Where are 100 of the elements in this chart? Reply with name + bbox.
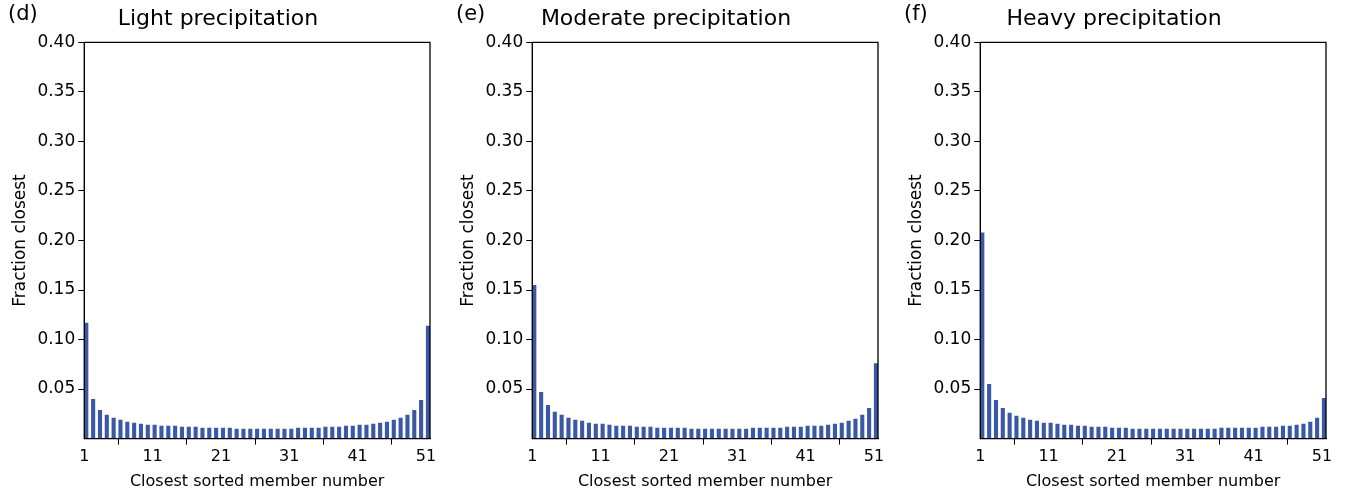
bar bbox=[1007, 412, 1012, 439]
bar bbox=[1315, 417, 1320, 439]
bar bbox=[412, 409, 417, 439]
y-tick-label: 0.15 bbox=[485, 278, 524, 299]
bar bbox=[771, 427, 776, 439]
bar bbox=[545, 404, 551, 439]
bar bbox=[1089, 426, 1094, 439]
y-axis-title: Fraction closest bbox=[904, 173, 925, 307]
bar bbox=[1082, 425, 1087, 439]
bar bbox=[1219, 427, 1224, 439]
x-tick-label: 1 bbox=[975, 446, 986, 466]
bar bbox=[648, 426, 653, 439]
bar bbox=[1294, 424, 1299, 439]
y-tick-label: 0.05 bbox=[37, 377, 76, 398]
x-tick-label: 41 bbox=[795, 446, 816, 466]
y-axis-title: Fraction closest bbox=[8, 173, 29, 307]
y-tick-label: 0.35 bbox=[37, 80, 76, 101]
bar bbox=[987, 384, 992, 439]
x-tick-label: 31 bbox=[279, 446, 300, 466]
bar bbox=[812, 425, 817, 439]
chart-title: Heavy precipitation bbox=[1006, 4, 1222, 30]
bar bbox=[111, 417, 116, 439]
y-tick-label: 0.10 bbox=[37, 327, 76, 348]
bar bbox=[200, 427, 205, 439]
bar bbox=[839, 422, 844, 439]
bar bbox=[1280, 425, 1285, 439]
bar bbox=[398, 417, 403, 439]
bar bbox=[993, 399, 999, 439]
bar bbox=[405, 414, 410, 439]
bar bbox=[193, 426, 198, 439]
bar bbox=[1062, 424, 1067, 439]
bar bbox=[391, 419, 396, 439]
bar bbox=[1260, 426, 1265, 439]
x-tick-label: 21 bbox=[658, 446, 680, 466]
bar bbox=[860, 414, 865, 439]
bar bbox=[132, 422, 137, 439]
chart-title: Light precipitation bbox=[117, 4, 319, 30]
bar bbox=[1041, 422, 1046, 439]
bar bbox=[1103, 426, 1108, 439]
bar bbox=[785, 426, 790, 439]
bar bbox=[1137, 428, 1142, 439]
bar bbox=[853, 418, 858, 439]
text: (d) bbox=[8, 0, 38, 25]
y-tick-label: 0.25 bbox=[933, 179, 972, 200]
x-tick-label: 51 bbox=[863, 446, 885, 466]
x-axis-title: Closest sorted member number bbox=[1025, 470, 1281, 490]
bar bbox=[1000, 407, 1005, 439]
x-tick-label: 11 bbox=[1038, 446, 1059, 466]
bar bbox=[186, 426, 191, 439]
bar bbox=[1034, 420, 1040, 439]
x-tick-label: 1 bbox=[79, 446, 90, 466]
y-tick-label: 0.35 bbox=[485, 80, 524, 101]
bar bbox=[586, 422, 592, 439]
y-tick-label: 0.10 bbox=[933, 327, 972, 348]
text: (f) bbox=[904, 0, 928, 25]
y-tick-label: 0.30 bbox=[37, 129, 76, 150]
bar bbox=[1178, 428, 1183, 439]
bar bbox=[152, 424, 157, 439]
y-tick-label: 0.40 bbox=[485, 30, 524, 51]
y-tick-label: 0.20 bbox=[933, 228, 972, 249]
bar bbox=[1274, 426, 1279, 439]
x-tick-label: 31 bbox=[727, 446, 748, 466]
y-tick-label: 0.35 bbox=[933, 80, 972, 101]
bar bbox=[1287, 425, 1292, 439]
bar bbox=[1075, 425, 1081, 439]
y-tick-label: 0.20 bbox=[37, 228, 76, 249]
bar bbox=[559, 414, 564, 439]
bar bbox=[323, 426, 328, 439]
bar bbox=[364, 424, 369, 439]
bar bbox=[552, 411, 557, 439]
x-tick-label: 21 bbox=[210, 446, 232, 466]
y-tick-label: 0.20 bbox=[485, 228, 524, 249]
bar bbox=[1055, 423, 1060, 439]
y-tick-label: 0.40 bbox=[37, 30, 76, 51]
bar bbox=[371, 423, 376, 439]
bar bbox=[159, 425, 164, 439]
chart-title: Moderate precipitation bbox=[540, 4, 792, 30]
bar bbox=[1301, 423, 1306, 439]
bar bbox=[125, 421, 130, 439]
y-tick-label: 0.30 bbox=[485, 129, 524, 150]
x-tick-label: 1 bbox=[527, 446, 538, 466]
bar bbox=[580, 420, 585, 439]
bar bbox=[539, 392, 544, 439]
bar bbox=[566, 417, 571, 439]
bar bbox=[282, 428, 287, 439]
text: (e) bbox=[456, 0, 486, 25]
x-tick-label: 51 bbox=[415, 446, 437, 466]
bar bbox=[1014, 415, 1019, 439]
bar bbox=[819, 425, 824, 439]
x-tick-label: 41 bbox=[1243, 446, 1264, 466]
bar bbox=[1096, 426, 1101, 439]
bar bbox=[1048, 422, 1053, 439]
bar bbox=[826, 424, 831, 439]
bar bbox=[419, 399, 424, 439]
x-tick-label: 11 bbox=[590, 446, 611, 466]
bar bbox=[1267, 426, 1272, 439]
bar bbox=[867, 407, 872, 439]
bar bbox=[343, 425, 348, 439]
bar bbox=[337, 426, 342, 439]
x-tick-label: 11 bbox=[142, 446, 163, 466]
